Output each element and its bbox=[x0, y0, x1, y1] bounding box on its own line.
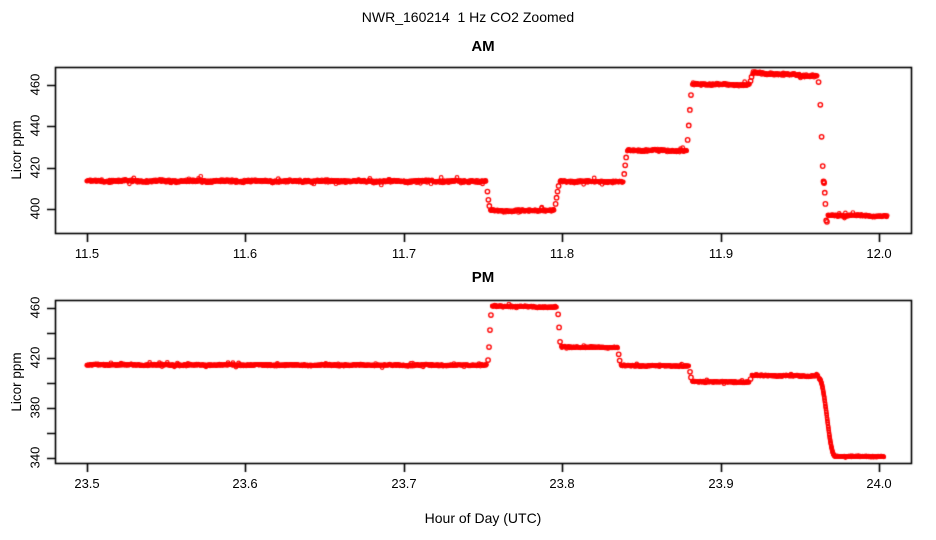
x-tick-label: 23.6 bbox=[232, 476, 258, 491]
x-tick-label: 11.9 bbox=[708, 246, 734, 261]
y-tick-label: 400 bbox=[27, 197, 43, 220]
y-tick-label: 420 bbox=[27, 156, 43, 179]
x-tick-label: 24.0 bbox=[866, 476, 892, 491]
y-tick-label: 340 bbox=[27, 446, 43, 469]
x-tick-label: 11.8 bbox=[549, 246, 575, 261]
am-panel-title: AM bbox=[471, 38, 495, 55]
x-tick-label: 11.7 bbox=[391, 246, 417, 261]
am-y-axis-label: Licor ppm bbox=[9, 120, 24, 180]
y-tick-label: 460 bbox=[27, 296, 43, 319]
x-tick-label: 11.5 bbox=[74, 246, 100, 261]
x-tick-label: 23.7 bbox=[391, 476, 417, 491]
y-tick-label: 380 bbox=[27, 396, 43, 419]
x-tick-label: 11.6 bbox=[232, 246, 258, 261]
x-tick-label: 23.8 bbox=[549, 476, 575, 491]
y-tick-label: 460 bbox=[27, 73, 43, 96]
y-tick-label: 440 bbox=[27, 114, 43, 137]
x-tick-label: 23.5 bbox=[74, 476, 100, 491]
pm-y-axis-label: Licor ppm bbox=[9, 352, 24, 412]
y-tick-label: 420 bbox=[27, 346, 43, 369]
pm-panel-title: PM bbox=[471, 269, 495, 286]
x-tick-label: 23.9 bbox=[708, 476, 734, 491]
x-axis-label: Hour of Day (UTC) bbox=[424, 510, 542, 526]
x-tick-label: 12.0 bbox=[866, 246, 892, 261]
figure-title: NWR_160214 1 Hz CO2 Zoomed bbox=[361, 9, 575, 25]
